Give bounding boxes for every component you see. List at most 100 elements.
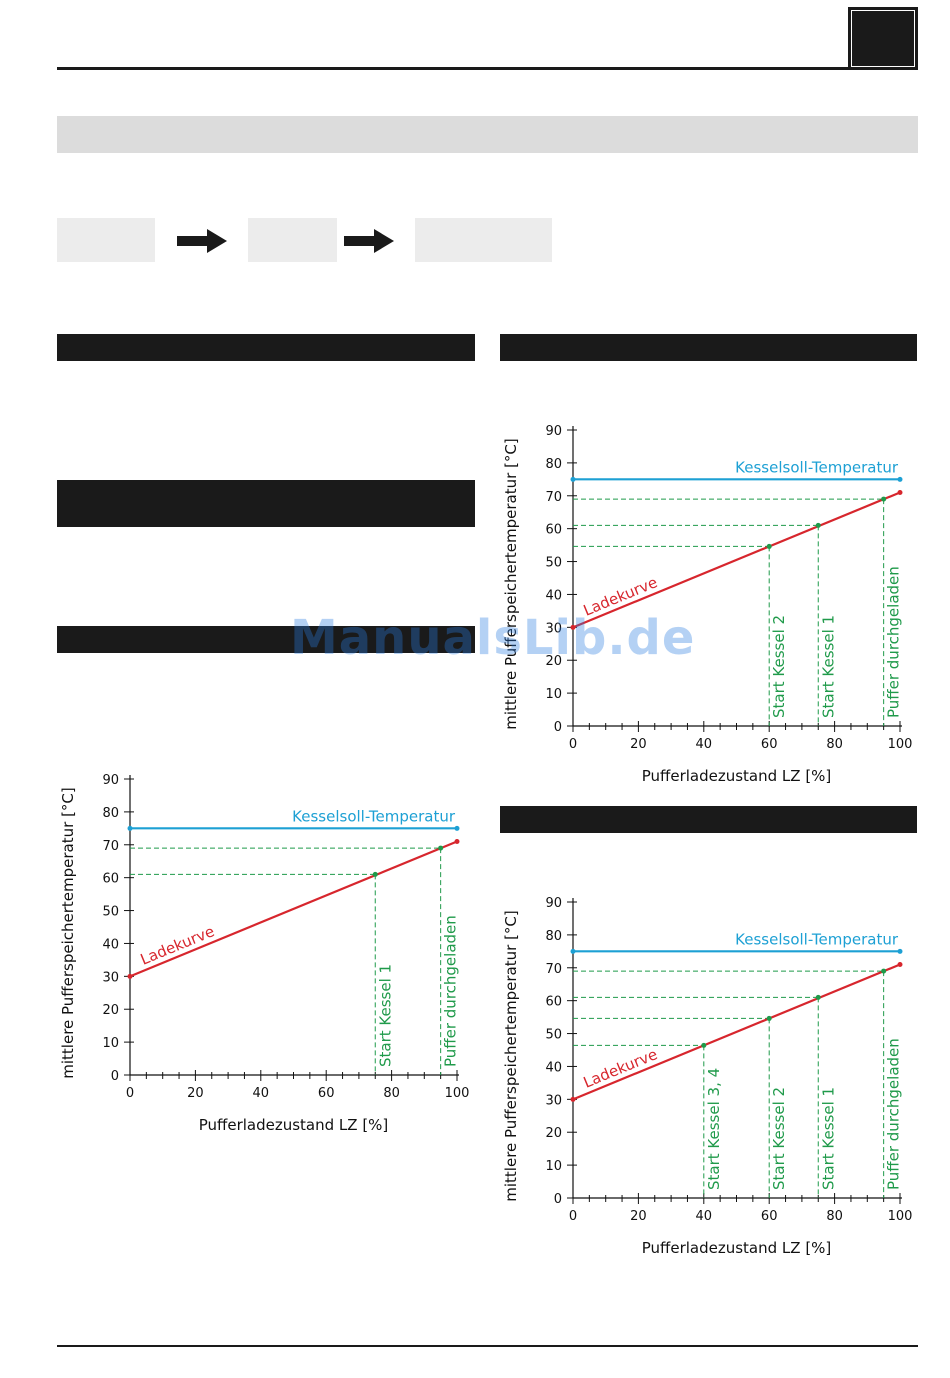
series-end-point xyxy=(127,825,133,831)
kesselsoll-label: Kesselsoll-Temperatur xyxy=(292,807,456,825)
marker-point xyxy=(815,522,821,528)
x-tick-label: 80 xyxy=(383,1086,400,1101)
y-tick-label: 90 xyxy=(545,896,562,911)
x-axis-label: Pufferladezustand LZ [%] xyxy=(642,1239,832,1257)
series-end-point xyxy=(570,624,576,630)
x-tick-label: 0 xyxy=(569,1209,577,1224)
arrow-right-icon xyxy=(177,229,227,253)
y-tick-label: 30 xyxy=(545,621,562,636)
section-heading-bar-right-2 xyxy=(500,806,917,833)
y-tick-label: 90 xyxy=(545,424,562,439)
series-end-point xyxy=(454,838,460,844)
y-tick-label: 60 xyxy=(545,523,562,538)
series-end-point xyxy=(897,961,903,967)
y-tick-label: 10 xyxy=(545,687,562,702)
y-tick-label: 40 xyxy=(545,588,562,603)
x-tick-label: 20 xyxy=(630,1209,647,1224)
y-tick-label: 50 xyxy=(102,905,119,920)
x-tick-label: 0 xyxy=(569,737,577,752)
y-axis-label: mittlere Pufferspeichertemperatur [°C] xyxy=(502,910,520,1202)
y-tick-label: 30 xyxy=(545,1093,562,1108)
x-tick-label: 40 xyxy=(696,737,713,752)
series-end-point xyxy=(127,973,133,979)
marker-label: Puffer durchgeladen xyxy=(885,1038,903,1190)
series-end-point xyxy=(570,948,576,954)
page-corner-tab xyxy=(848,7,918,70)
marker-point xyxy=(701,1042,707,1048)
x-tick-label: 40 xyxy=(696,1209,713,1224)
series-end-point xyxy=(570,476,576,482)
x-tick-label: 60 xyxy=(761,737,778,752)
chart-two-boilers: 0 10 20 30 40 50 60 70 80 90 0 20 40 60 80 100 Pufferlad… xyxy=(502,424,912,785)
arrow-right-icon xyxy=(344,229,394,253)
marker-label: Start Kessel 3, 4 xyxy=(705,1068,723,1190)
x-tick-label: 20 xyxy=(187,1086,204,1101)
y-tick-label: 70 xyxy=(102,839,119,854)
y-tick-label: 30 xyxy=(102,970,119,985)
kesselsoll-label: Kesselsoll-Temperatur xyxy=(735,930,899,948)
y-tick-label: 40 xyxy=(545,1060,562,1075)
x-tick-label: 100 xyxy=(888,1209,913,1224)
flow-step-3 xyxy=(415,218,552,262)
chart-four-boilers: 0 10 20 30 40 50 60 70 80 90 0 20 40 60 80 100 Pufferlad… xyxy=(502,896,913,1257)
section-heading-bar-left-3 xyxy=(57,626,475,653)
x-tick-label: 20 xyxy=(630,737,647,752)
x-tick-label: 80 xyxy=(826,737,843,752)
y-tick-label: 20 xyxy=(545,1126,562,1141)
marker-label: Start Kessel 2 xyxy=(770,615,788,718)
series-end-point xyxy=(897,948,903,954)
y-tick-label: 70 xyxy=(545,962,562,977)
y-tick-label: 90 xyxy=(102,773,119,788)
ladekurve-line xyxy=(129,840,458,978)
y-tick-label: 60 xyxy=(545,995,562,1010)
x-tick-label: 40 xyxy=(253,1086,270,1101)
marker-label: Puffer durchgeladen xyxy=(442,915,460,1067)
marker-label: Puffer durchgeladen xyxy=(885,566,903,718)
y-tick-label: 60 xyxy=(102,872,119,887)
marker-point xyxy=(815,994,821,1000)
marker-point xyxy=(766,543,772,549)
y-tick-label: 70 xyxy=(545,490,562,505)
marker-label: Start Kessel 2 xyxy=(770,1087,788,1190)
y-tick-label: 80 xyxy=(545,457,562,472)
marker-label: Start Kessel 1 xyxy=(819,615,837,718)
y-tick-label: 0 xyxy=(554,720,562,735)
series-end-point xyxy=(570,1096,576,1102)
marker-point xyxy=(881,496,887,502)
y-axis-label: mittlere Pufferspeichertemperatur [°C] xyxy=(502,438,520,730)
marker-point xyxy=(438,845,444,851)
y-tick-label: 20 xyxy=(545,654,562,669)
flow-step-1 xyxy=(57,218,155,262)
y-tick-label: 0 xyxy=(111,1069,119,1084)
watermark: ManualsLib.de xyxy=(290,610,696,666)
y-tick-label: 50 xyxy=(545,1028,562,1043)
series-end-point xyxy=(897,476,903,482)
y-tick-label: 10 xyxy=(545,1159,562,1174)
y-tick-label: 20 xyxy=(102,1003,119,1018)
y-tick-label: 80 xyxy=(102,806,119,821)
x-tick-label: 60 xyxy=(318,1086,335,1101)
marker-point xyxy=(881,968,887,974)
series-end-point xyxy=(897,489,903,495)
y-axis-label: mittlere Pufferspeichertemperatur [°C] xyxy=(59,787,77,1079)
x-tick-label: 100 xyxy=(445,1086,470,1101)
x-tick-label: 80 xyxy=(826,1209,843,1224)
x-axis-label: Pufferladezustand LZ [%] xyxy=(642,767,832,785)
x-tick-label: 60 xyxy=(761,1209,778,1224)
y-tick-label: 40 xyxy=(102,937,119,952)
marker-point xyxy=(372,871,378,877)
footer-rule xyxy=(57,1345,918,1347)
marker-label: Start Kessel 1 xyxy=(376,964,394,1067)
kesselsoll-label: Kesselsoll-Temperatur xyxy=(735,458,899,476)
ladekurve-line xyxy=(572,491,901,629)
y-tick-label: 0 xyxy=(554,1192,562,1207)
y-tick-label: 80 xyxy=(545,929,562,944)
marker-point xyxy=(766,1015,772,1021)
section-title-band xyxy=(57,116,918,153)
chart-one-boiler: 0 10 20 30 40 50 60 70 80 90 0 20 40 60 80 100 Pufferlad… xyxy=(59,773,470,1134)
marker-label: Start Kessel 1 xyxy=(819,1087,837,1190)
y-tick-label: 50 xyxy=(545,556,562,571)
section-heading-bar-right-1 xyxy=(500,334,917,361)
series-end-point xyxy=(454,825,460,831)
x-axis-label: Pufferladezustand LZ [%] xyxy=(199,1116,389,1134)
